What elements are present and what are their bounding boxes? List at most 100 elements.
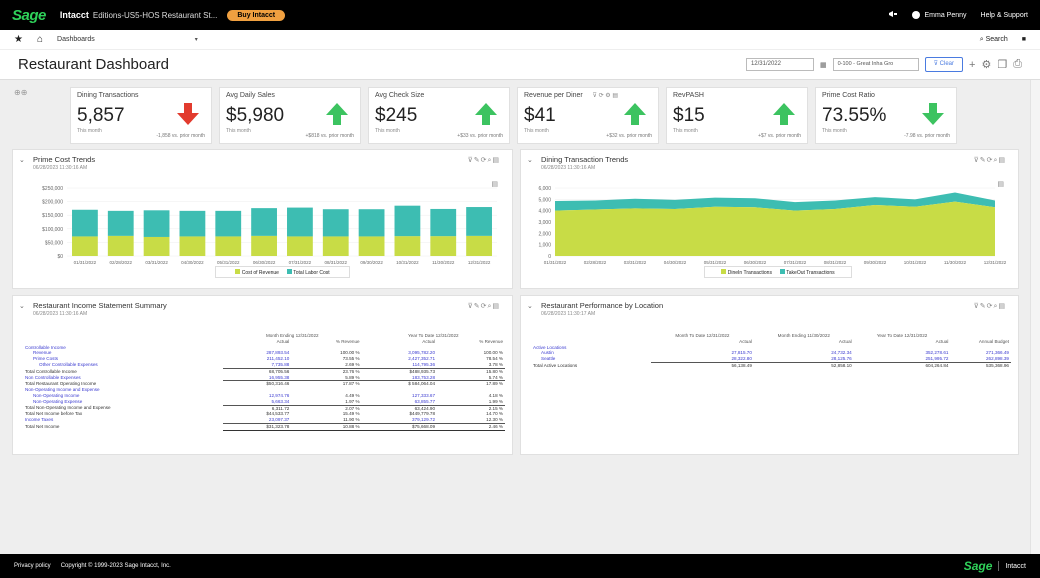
table-cell[interactable]: 24,732.34 [831, 350, 852, 356]
panel-title: Prime Cost Trends [33, 155, 96, 164]
sage-logo[interactable]: Sage [12, 6, 46, 24]
chevron-down-icon[interactable]: ⌄ [527, 303, 533, 310]
location-select[interactable]: 0-100 - Great Inha Gro [832, 58, 919, 71]
print-icon[interactable]: ⎙ [1013, 58, 1022, 70]
table-cell[interactable]: 7,735.88 [271, 361, 290, 367]
y-tick-label: 5,000 [538, 197, 551, 203]
kpi-dining-transactions[interactable]: Dining Transactions 5,857 This month -1,… [70, 87, 212, 144]
table-row: Total Non-Operating Income and Expense 6,… [23, 404, 505, 412]
column-header: Annual Budget [978, 338, 1009, 344]
table-cell[interactable]: 183,753.28 [412, 374, 436, 380]
table-cell[interactable]: 251,995.72 [925, 356, 949, 362]
clear-filter-button[interactable]: ⊽ Clear [924, 57, 963, 72]
scrollbar[interactable] [1030, 80, 1040, 554]
row-label[interactable]: Non Controllable Expenses [25, 374, 81, 380]
table-cell[interactable]: 23,097.37 [268, 417, 290, 423]
footer-bar: Privacy policy Copyright © 1999-2023 Sag… [0, 554, 1040, 578]
privacy-link[interactable]: Privacy policy [14, 563, 51, 569]
table-cell[interactable]: 63,855.77 [414, 398, 436, 404]
table-cell[interactable]: 3,095,782.20 [408, 350, 436, 356]
prime-cost-chart: $0 $50,000 $100,000 $150,000 $200,000 $250,00… [42, 186, 497, 265]
row-label: Total Controllable Income [25, 368, 77, 374]
table-cell[interactable]: 211,452.10 [266, 356, 290, 362]
row-label[interactable]: Non-Operating Income [33, 392, 80, 398]
table-cell[interactable]: 5,663.34 [271, 398, 290, 404]
bar-cost-of-revenue [251, 235, 277, 256]
chevron-down-icon[interactable]: ⌄ [19, 157, 25, 164]
user-menu[interactable]: Emma Penny [912, 11, 967, 19]
table-cell[interactable]: 28,125.76 [831, 356, 852, 362]
kpi-avg-check-size[interactable]: Avg Check Size $245 This month +$33 vs. … [368, 87, 510, 144]
table-cell[interactable]: 271,366.49 [986, 350, 1009, 356]
row-label[interactable]: Other Controllable Expenses [39, 362, 98, 368]
kpi-value: 5,857 [77, 105, 125, 126]
table-cell[interactable]: 2,427,352.71 [408, 356, 436, 362]
table-cell[interactable]: 262,898.39 [986, 356, 1009, 362]
bar-total-labor-cost [143, 210, 170, 237]
table-cell[interactable]: 16,955.38 [268, 374, 290, 380]
row-label[interactable]: Active Locations [533, 344, 567, 350]
group-header: Year To Date 12/31/2022 [876, 333, 928, 338]
chevron-down-icon[interactable]: ⌄ [527, 157, 533, 164]
table-cell[interactable]: 379,129.72 [412, 417, 436, 423]
table-cell[interactable]: 28,322.80 [731, 356, 752, 362]
table-cell: 604,264.84 [853, 361, 951, 369]
copy-icon[interactable]: ❐ [997, 59, 1008, 71]
chart-menu-icon[interactable]: ▤ [491, 181, 498, 188]
table-row: Other Controllable Expenses 7,735.88 2.69 … [23, 362, 505, 368]
row-label[interactable]: Austin [541, 350, 554, 356]
company-name[interactable]: Editions-US5-HOS Restaurant St... [92, 10, 218, 20]
table-cell[interactable]: 287,893.54 [266, 350, 290, 356]
bar-cost-of-revenue [322, 236, 349, 256]
page-title-row: Restaurant Dashboard 12/31/2022 ▦ 0-100 … [0, 50, 1040, 80]
area-series-takeout [555, 192, 995, 211]
dashboards-menu[interactable]: Dashboards [57, 36, 95, 43]
kpi-prime-cost-ratio[interactable]: Prime Cost Ratio 73.55% This month -7.98… [815, 87, 957, 144]
kpi-revpash[interactable]: RevPASH $15 This month +$7 vs. prior mon… [666, 87, 808, 144]
megaphone-icon[interactable] [888, 10, 898, 20]
date-field[interactable]: 12/31/2022 [745, 58, 814, 71]
x-tick-label: 05/31/2022 [704, 260, 727, 265]
row-label[interactable]: Seattle [541, 356, 556, 362]
card-tools-icon[interactable]: ⊽ ⟳ ⚙ ▤ [592, 93, 618, 99]
kpi-avg-daily-sales[interactable]: Avg Daily Sales $5,980 This month +$818 … [219, 87, 361, 144]
drag-handle-icon[interactable]: ⊕⊕ [14, 88, 28, 97]
chart-menu-icon[interactable]: ▤ [997, 181, 1004, 188]
bookmark-icon[interactable]: ■ [1021, 36, 1026, 43]
table-cell: 15.80 % [437, 367, 505, 375]
kpi-period: This month [77, 128, 102, 134]
row-label[interactable]: Prime Costs [33, 356, 59, 362]
settings-icon[interactable]: ⚙ [981, 59, 992, 71]
panel-tools-icon[interactable]: ⊽✎⟳⌕▤ [467, 157, 500, 164]
legend-item[interactable]: TakeOut Transactions [779, 268, 835, 276]
panel-tools-icon[interactable]: ⊽✎⟳⌕▤ [467, 303, 500, 310]
bar-total-labor-cost [358, 209, 385, 237]
row-label[interactable]: Non-Operating Expense [33, 399, 83, 405]
table-cell[interactable]: 352,278.61 [925, 350, 949, 356]
chevron-down-icon[interactable]: ⌄ [19, 303, 25, 310]
help-link[interactable]: Help & Support [980, 11, 1028, 19]
panel-tools-icon[interactable]: ⊽✎⟳⌕▤ [973, 157, 1006, 164]
legend-item[interactable]: Cost of Revenue [235, 268, 279, 276]
search-button[interactable]: ⌕ Search [980, 36, 1008, 44]
home-icon[interactable]: ⌂ [36, 34, 44, 45]
panel-tools-icon[interactable]: ⊽✎⟳⌕▤ [973, 303, 1006, 310]
add-icon[interactable]: + [969, 58, 976, 71]
x-tick-label: 07/31/2022 [289, 260, 312, 265]
row-label[interactable]: Revenue [33, 350, 52, 356]
legend-item[interactable]: DineIn Transactions [721, 268, 772, 276]
table-cell[interactable]: 27,815.70 [731, 350, 752, 356]
kpi-comparison: +$33 vs. prior month [457, 133, 503, 139]
star-icon[interactable]: ★ [14, 34, 23, 45]
table-cell[interactable]: 114,795.36 [412, 361, 436, 367]
legend-item[interactable]: Total Labor Cost [286, 268, 330, 276]
table-cell[interactable]: 12,974.76 [268, 392, 290, 398]
row-label[interactable]: Non-Operating Income and Expense [25, 387, 100, 393]
row-label[interactable]: Controllable Income [25, 344, 66, 350]
buy-button[interactable]: Buy Intacct [227, 9, 286, 21]
calendar-icon[interactable]: ▦ [819, 61, 827, 69]
table-cell[interactable]: 127,333.67 [412, 392, 436, 398]
row-label[interactable]: Income Taxes [25, 417, 54, 423]
kpi-revenue-per-diner[interactable]: Revenue per Diner ⊽ ⟳ ⚙ ▤ $41 This month… [517, 87, 659, 144]
chevron-down-icon[interactable]: ▾ [194, 37, 198, 43]
